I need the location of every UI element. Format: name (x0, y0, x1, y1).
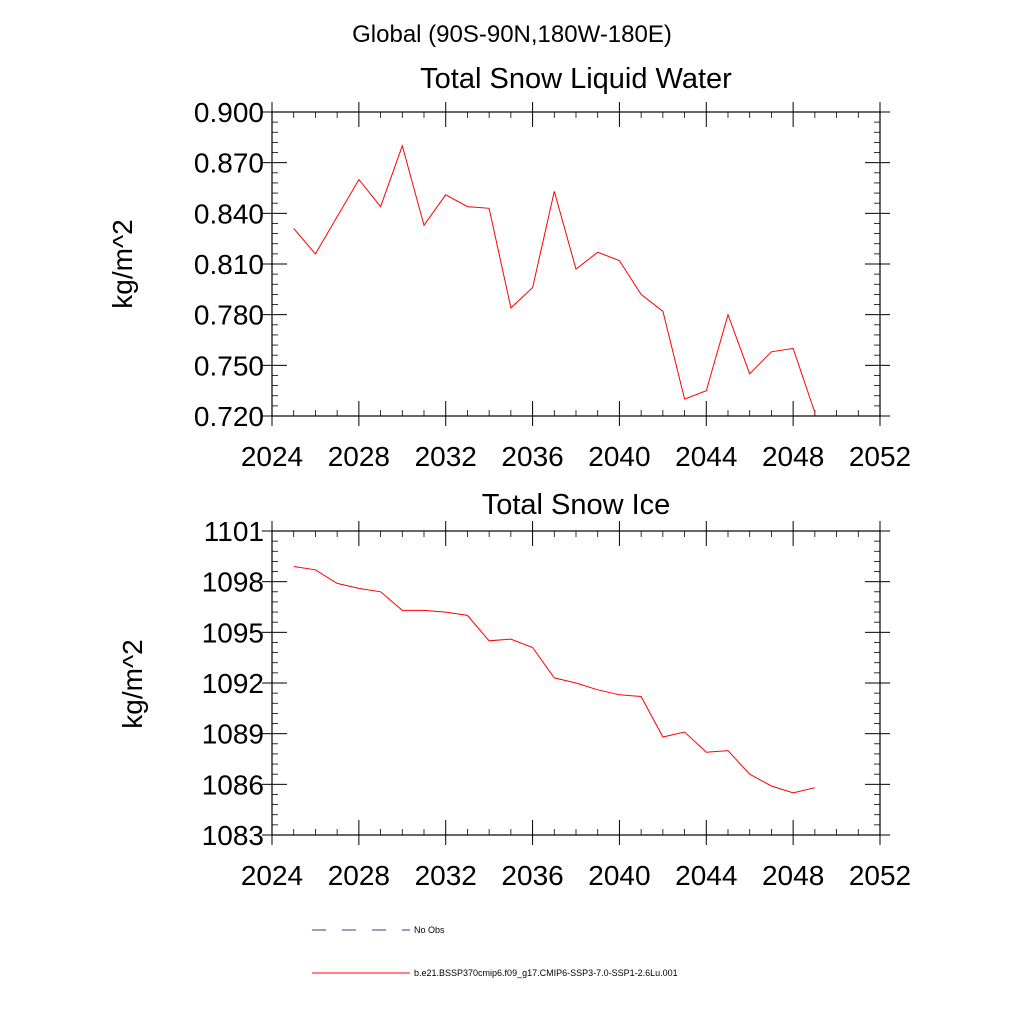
y-axis-label: kg/m^2 (117, 639, 148, 728)
series-line (293, 144, 816, 413)
y-tick-label: 1098 (202, 567, 264, 598)
y-axis-label: kg/m^2 (107, 219, 138, 308)
y-tick-label: 1083 (202, 820, 264, 851)
legend: No Obs b.e21.BSSP370cmip6.f09_g17.CMIP6-… (312, 925, 678, 978)
x-tick-label: 2024 (241, 860, 303, 891)
x-tick-label: 2052 (849, 441, 911, 472)
x-tick-label: 2028 (328, 441, 390, 472)
y-tick-label: 0.840 (194, 198, 264, 229)
x-tick-label: 2048 (762, 860, 824, 891)
x-tick-label: 2044 (675, 441, 737, 472)
y-tick-label: 1101 (204, 516, 264, 547)
region-title: Global (90S-90N,180W-180E) (352, 21, 672, 48)
x-tick-label: 2040 (588, 860, 650, 891)
panel-total-snow-ice: Total Snow Ice kg/m^2 2024 2028 2032 2036 20… (117, 489, 911, 891)
y-tick-label: 1089 (202, 719, 264, 750)
x-tick-label: 2048 (762, 441, 824, 472)
legend-label-no-obs: No Obs (414, 925, 445, 935)
panel-total-snow-liquid-water: Total Snow Liquid Water kg/m^2 2024 2028 2… (107, 63, 911, 472)
y-tick-label: 0.810 (194, 249, 264, 280)
plot-frame (271, 111, 881, 417)
x-tick-label: 2040 (588, 441, 650, 472)
panel-title: Total Snow Liquid Water (420, 63, 732, 95)
x-tick-label: 2036 (501, 441, 563, 472)
y-tick-label: 1095 (202, 617, 264, 648)
y-tick-label: 1086 (202, 769, 264, 800)
y-tick-label: 1092 (202, 668, 264, 699)
x-tick-label: 2032 (415, 860, 477, 891)
x-tick-label: 2024 (241, 441, 303, 472)
legend-label-series: b.e21.BSSP370cmip6.f09_g17.CMIP6-SSP3-7.… (414, 968, 678, 978)
x-tick-label: 2052 (849, 860, 911, 891)
x-tick-label: 2044 (675, 860, 737, 891)
y-tick-label: 0.780 (194, 300, 264, 331)
x-tick-label: 2032 (415, 441, 477, 472)
y-tick-label: 0.870 (194, 148, 264, 179)
x-tick-label: 2028 (328, 860, 390, 891)
y-tick-label: 0.720 (194, 401, 264, 432)
series-line (293, 566, 816, 794)
y-tick-label: 0.750 (194, 350, 264, 381)
y-tick-label: 0.900 (194, 97, 264, 128)
panel-title: Total Snow Ice (482, 489, 671, 521)
x-tick-label: 2036 (501, 860, 563, 891)
